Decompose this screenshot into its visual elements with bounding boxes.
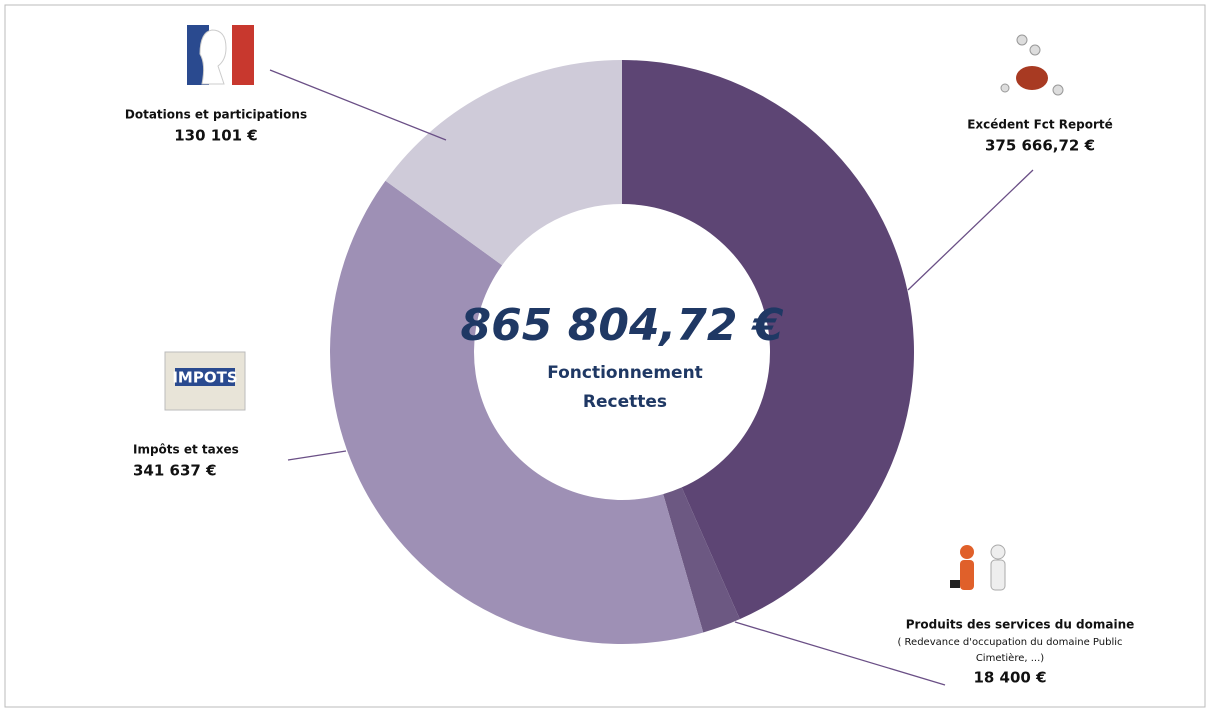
svg-text:IMPOTS: IMPOTS (172, 369, 237, 387)
value-label: 130 101 € (174, 127, 258, 145)
leader-line (269, 69, 447, 141)
note: Cimetière, ...) (976, 652, 1044, 664)
note: ( Redevance d'occupation du domaine Publ… (897, 637, 1122, 648)
leader-line (734, 621, 946, 686)
category-label: Excédent Fct Reporté (967, 118, 1113, 132)
icon-handshake (950, 544, 1006, 591)
donut-segment (622, 60, 915, 620)
icon-impots: IMPOTS (164, 351, 246, 411)
leader-line (907, 169, 1034, 291)
total-label: 865 804,72 € (461, 300, 784, 351)
donut-segment (385, 60, 622, 266)
value-label: 341 637 € (133, 462, 217, 480)
value-label: 375 666,72 € (985, 137, 1095, 155)
category-label: Produits des services du domaine (906, 618, 1135, 632)
category-label: Dotations et participations (125, 108, 307, 122)
donut-segment (663, 487, 740, 633)
value-label: 18 400 € (973, 669, 1046, 687)
icon-purse (1000, 34, 1064, 96)
icon-marianne (187, 25, 254, 85)
center-text: Recettes (583, 392, 667, 412)
leader-line (287, 450, 347, 461)
center-text: Fonctionnement (547, 363, 703, 383)
frame (4, 4, 1206, 708)
center-group: 865 804,72 € Fonctionnement Recettes ( R… (461, 300, 1123, 664)
category-label: Impôts et taxes (133, 443, 239, 457)
donut-segment (330, 180, 704, 644)
